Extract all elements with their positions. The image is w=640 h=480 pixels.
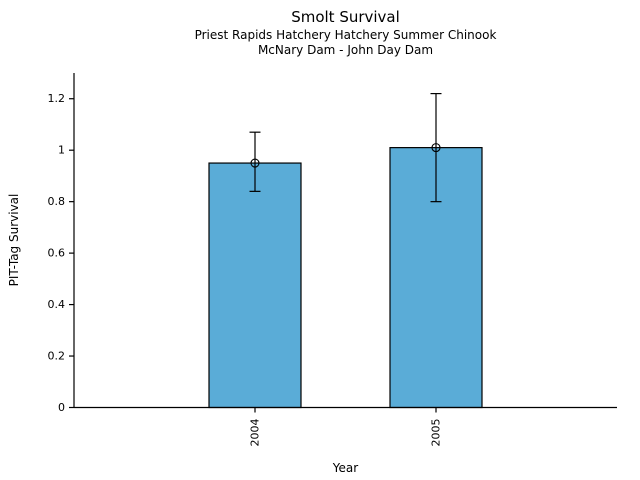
chart-title: Smolt Survival bbox=[291, 8, 400, 26]
x-tick-label-2005: 2005 bbox=[430, 419, 443, 447]
y-tick-label: 0.6 bbox=[48, 247, 66, 260]
y-tick-label: 0.8 bbox=[48, 195, 66, 208]
y-tick-label: 1.2 bbox=[48, 92, 66, 105]
y-tick-label: 0.4 bbox=[48, 298, 66, 311]
data-point-marker-2005 bbox=[431, 143, 441, 153]
x-axis-label: Year bbox=[332, 461, 359, 475]
chart-subtitle-line1: Priest Rapids Hatchery Hatchery Summer C… bbox=[194, 28, 497, 42]
y-tick-label: 0.2 bbox=[48, 350, 66, 363]
data-point-marker-2004 bbox=[250, 158, 260, 168]
bar-2004 bbox=[208, 162, 302, 409]
chart-subtitle-line2: McNary Dam - John Day Dam bbox=[257, 43, 434, 57]
y-tick-label: 0 bbox=[58, 401, 65, 414]
y-tick-label: 1 bbox=[58, 144, 65, 157]
x-tick-label-2004: 2004 bbox=[249, 419, 262, 447]
